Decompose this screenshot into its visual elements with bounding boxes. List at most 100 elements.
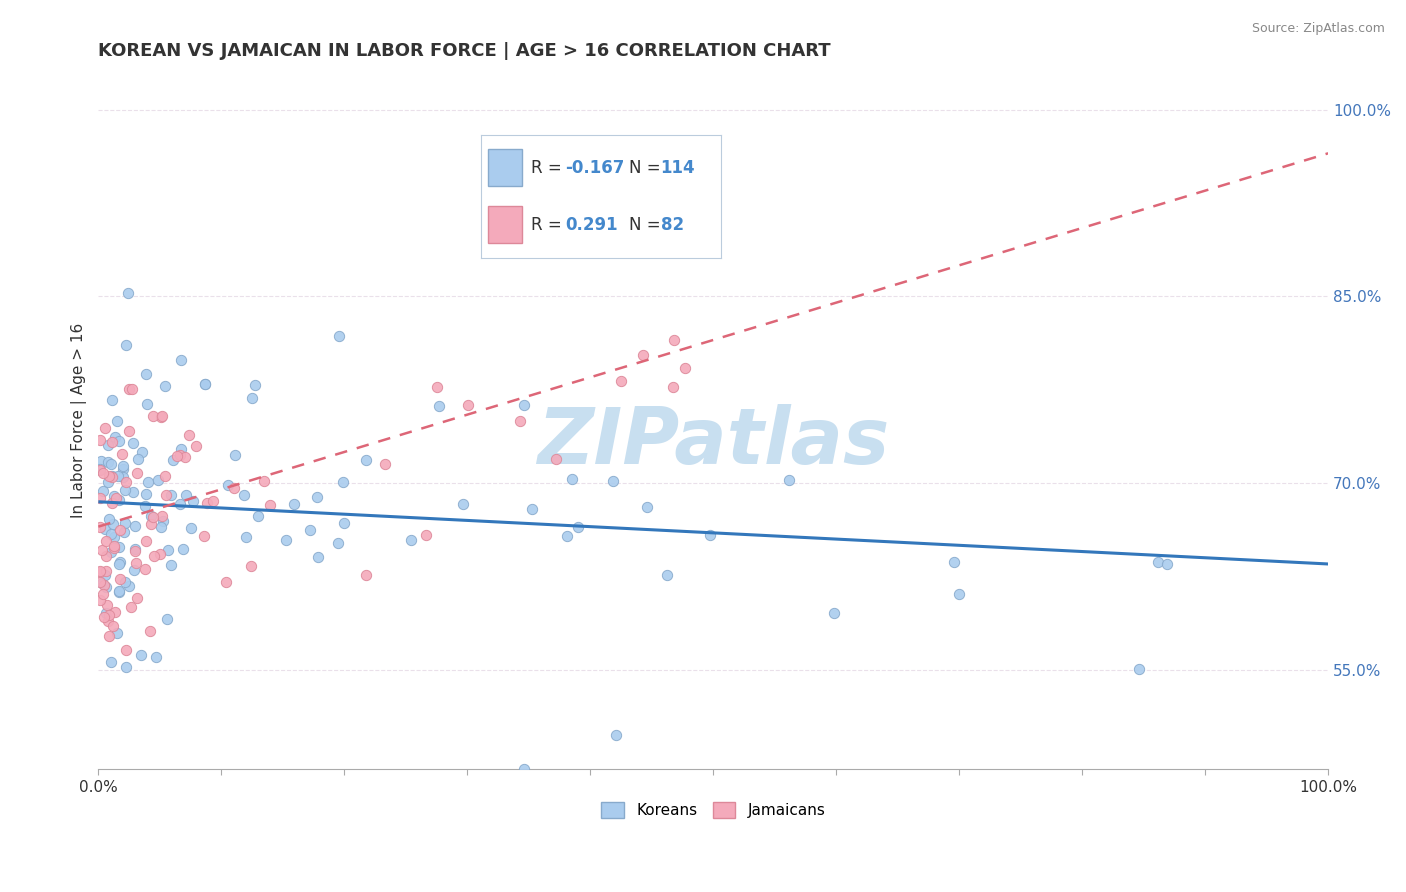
Point <box>105 625 128 640</box>
Text: 82: 82 <box>661 216 683 234</box>
Point <box>150 409 173 423</box>
Point <box>307 550 329 565</box>
Point <box>194 376 217 391</box>
Point <box>129 648 152 662</box>
Point <box>89 463 111 477</box>
Point <box>111 447 134 461</box>
Point <box>93 578 115 592</box>
Point <box>120 600 142 615</box>
Point <box>122 484 145 499</box>
Text: -0.167: -0.167 <box>565 159 624 177</box>
Point <box>354 568 377 582</box>
Point <box>111 461 134 475</box>
Point <box>561 472 583 486</box>
Point <box>298 523 321 537</box>
Point <box>948 587 970 601</box>
Point <box>657 568 679 582</box>
Point <box>253 474 276 488</box>
Point <box>139 516 162 531</box>
Point <box>89 592 111 607</box>
Point <box>94 567 117 582</box>
Point <box>1156 557 1178 571</box>
Legend: Koreans, Jamaicans: Koreans, Jamaicans <box>595 797 831 824</box>
Point <box>307 490 329 504</box>
Point <box>1128 662 1150 676</box>
Point <box>98 468 121 483</box>
Point <box>152 514 174 528</box>
Point <box>89 462 111 476</box>
Point <box>97 614 120 628</box>
Point <box>148 473 170 487</box>
Point <box>173 450 195 464</box>
Point <box>98 512 121 526</box>
Point <box>142 510 165 524</box>
Point <box>94 522 117 536</box>
Point <box>108 573 131 587</box>
Point <box>94 421 117 435</box>
Point <box>103 489 125 503</box>
Point <box>150 520 173 534</box>
Point <box>125 591 148 605</box>
Point <box>100 656 122 670</box>
Point <box>180 521 202 535</box>
Point <box>104 430 127 444</box>
Point <box>328 329 350 343</box>
Point <box>636 500 658 514</box>
Point <box>224 448 246 462</box>
Point <box>135 367 157 381</box>
Point <box>374 457 396 471</box>
Point <box>233 487 256 501</box>
Point <box>89 575 111 590</box>
Point <box>108 555 131 569</box>
Point <box>135 397 157 411</box>
Point <box>655 229 678 244</box>
Point <box>1147 555 1170 569</box>
Point <box>283 497 305 511</box>
Point <box>108 523 131 537</box>
Point <box>115 660 138 674</box>
Point <box>90 542 112 557</box>
Point <box>101 469 124 483</box>
Point <box>91 466 114 480</box>
Point <box>139 624 162 639</box>
Point <box>426 380 449 394</box>
Point <box>662 380 685 394</box>
Point <box>101 517 124 532</box>
Point <box>94 580 117 594</box>
Point <box>415 527 437 541</box>
Point <box>673 361 696 376</box>
Point <box>122 436 145 450</box>
Point <box>89 491 111 505</box>
Point <box>160 558 183 573</box>
Point <box>166 449 188 463</box>
Bar <box>488 149 522 186</box>
Point <box>89 565 111 579</box>
Point <box>181 493 204 508</box>
Text: N =: N = <box>630 216 666 234</box>
Point <box>97 437 120 451</box>
Point <box>124 563 146 577</box>
Point <box>131 445 153 459</box>
Point <box>186 439 208 453</box>
Point <box>602 474 624 488</box>
Point <box>98 630 121 644</box>
Point <box>240 391 263 405</box>
Point <box>117 286 139 301</box>
Point <box>108 434 131 449</box>
Point <box>90 575 112 590</box>
Point <box>193 529 215 543</box>
Point <box>91 587 114 601</box>
Point <box>662 333 685 347</box>
Point <box>114 516 136 530</box>
Point <box>259 498 281 512</box>
Point <box>217 478 239 492</box>
Point <box>125 556 148 570</box>
Point <box>115 642 138 657</box>
Point <box>103 530 125 544</box>
Point <box>274 533 297 547</box>
Point <box>509 414 531 428</box>
Point <box>170 352 193 367</box>
Point <box>155 488 177 502</box>
Text: R =: R = <box>531 216 567 234</box>
Point <box>96 564 118 578</box>
